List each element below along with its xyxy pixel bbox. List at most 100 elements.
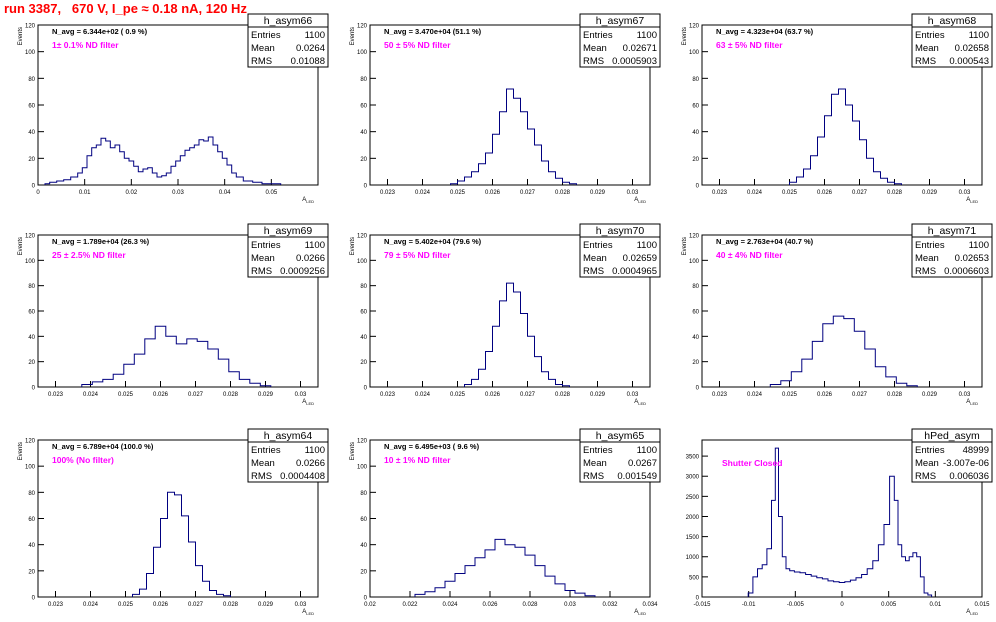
histogram-name: h_asym66 [264,15,313,27]
stats-label: Mean [251,43,275,54]
stats-value: 0.0266 [296,253,325,264]
x-tick-label: 0.03 [564,602,576,608]
filter-annotation: Shutter Closed [722,458,782,468]
y-tick-label: 60 [28,104,35,110]
x-tick-label: 0.026 [482,602,498,608]
filter-annotation: 40 ± 4% ND filter [716,250,783,260]
x-tick-label: 0.026 [817,190,833,196]
stats-label: RMS [251,56,272,67]
x-tick-label: 0.023 [380,190,396,196]
stats-label: RMS [251,266,272,277]
x-tick-label: 0.027 [852,190,868,196]
stats-value: 1100 [637,30,657,41]
y-tick-label: 0 [32,184,36,190]
y-tick-label: 60 [360,310,367,316]
stats-label: RMS [251,471,272,482]
y-tick-label: 0 [364,596,368,602]
navg-label: N_avg = 4.323e+04 (63.7 %) [716,27,814,36]
stats-value: 0.000543 [949,56,989,67]
y-axis-label: Events [682,237,688,255]
y-tick-label: 100 [25,50,36,56]
y-axis-label: Events [350,27,356,45]
x-tick-label: 0.015 [974,602,990,608]
histogram-name: h_asym68 [928,15,977,27]
navg-label: N_avg = 6.344e+02 ( 0.9 %) [52,27,148,36]
x-tick-label: 0 [36,190,40,196]
y-tick-label: 20 [28,360,35,366]
stats-label: Mean [915,43,939,54]
y-tick-label: 100 [357,465,368,471]
y-tick-label: 20 [692,157,699,163]
stats-value: 0.02671 [623,43,657,54]
x-tick-label: 0.03 [627,190,639,196]
y-tick-label: 80 [692,77,699,83]
x-tick-label: 0.027 [520,190,536,196]
stats-label: Entries [251,240,281,251]
x-tick-label: 0.026 [817,392,833,398]
filter-annotation: 10 ± 1% ND filter [384,455,451,465]
histogram-panel-h_asym68: 0 20 40 60 80 100 120 0.023 0.024 0.025 0.026 0.027… [682,13,993,204]
x-tick-label: 0.025 [782,392,798,398]
histogram-name: h_asym70 [596,225,645,237]
histogram-line [44,136,282,185]
y-tick-label: 60 [28,310,35,316]
stats-label: Mean [251,458,275,469]
y-tick-label: 1000 [686,555,700,561]
histogram-panel-h_asym66: 0 20 40 60 80 100 120 0 0.01 0.02 0.03 0.04 0.05 Even… [18,13,329,204]
x-tick-label: -0.015 [693,602,711,608]
stats-label: RMS [915,266,936,277]
y-tick-label: 2500 [686,495,700,501]
stats-value: 0.0004965 [612,266,657,277]
y-tick-label: 40 [360,335,367,341]
y-tick-label: 60 [692,104,699,110]
stats-value: 1100 [305,30,325,41]
histogram-line [789,88,902,185]
stats-label: Mean [583,253,607,264]
navg-label: N_avg = 2.763e+04 (40.7 %) [716,237,814,246]
histogram-line [464,282,570,387]
filter-annotation: 63 ± 5% ND filter [716,40,783,50]
y-tick-label: 2000 [686,515,700,521]
stats-label: RMS [583,471,604,482]
y-tick-label: 40 [360,130,367,136]
y-tick-label: 120 [357,24,368,30]
x-tick-label: 0.022 [402,602,418,608]
stats-label: Entries [251,30,281,41]
stats-label: Entries [915,30,945,41]
stats-label: Entries [251,445,281,456]
x-tick-label: 0.024 [747,190,763,196]
stats-label: Mean [583,43,607,54]
stats-value: 0.02659 [623,253,657,264]
stats-label: Entries [583,445,613,456]
stats-box [247,223,329,278]
y-tick-label: 60 [360,517,367,523]
stats-value: 0.0009256 [280,266,325,277]
y-tick-label: 20 [692,360,699,366]
x-tick-label: 0.028 [522,602,538,608]
stats-value: -3.007e-06 [943,458,989,469]
x-tick-label: 0.029 [922,190,938,196]
y-tick-label: 20 [360,157,367,163]
y-tick-label: 20 [28,569,35,575]
y-tick-label: 60 [692,310,699,316]
y-tick-label: 40 [692,130,699,136]
filter-annotation: 79 ± 5% ND filter [384,250,451,260]
stats-value: 0.0264 [296,43,325,54]
histogram-name: h_asym69 [264,225,313,237]
x-tick-label: 0.029 [590,392,606,398]
stats-label: RMS [915,471,936,482]
y-tick-label: 100 [689,50,700,56]
x-tick-label: 0.03 [295,392,307,398]
y-tick-label: 100 [25,259,36,265]
stats-box [579,428,661,483]
x-tick-label: 0.05 [265,190,277,196]
navg-label: N_avg = 3.470e+04 (51.1 %) [384,27,482,36]
x-tick-label: 0.028 [555,392,571,398]
x-tick-label: 0.028 [887,190,903,196]
stats-label: Entries [915,445,945,456]
stats-label: Mean [583,458,607,469]
x-tick-label: 0.01 [79,190,91,196]
stats-value: 0.0006603 [944,266,989,277]
x-tick-label: 0.023 [48,602,64,608]
histogram-name: hPed_asym [924,430,980,442]
